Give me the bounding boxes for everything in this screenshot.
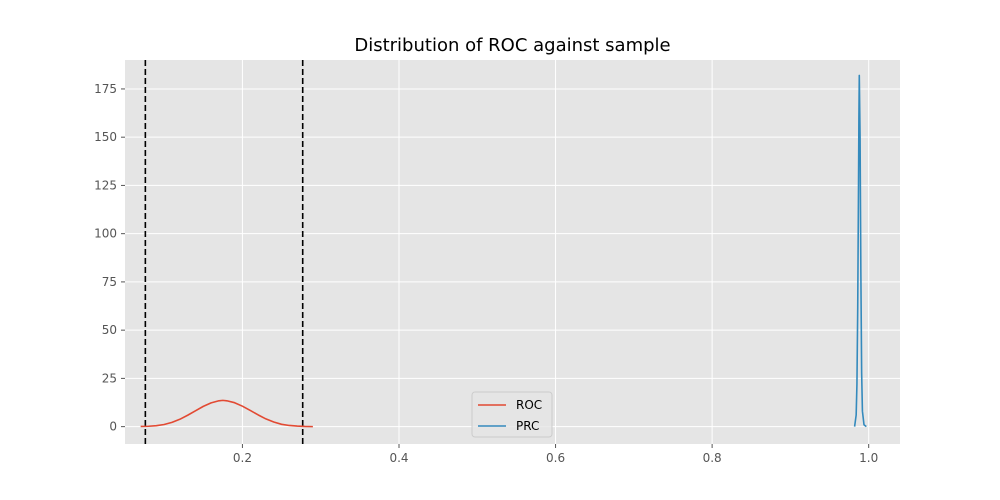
- legend-label: PRC: [516, 419, 539, 433]
- x-tick-label: 0.2: [233, 451, 252, 465]
- y-tick-label: 175: [94, 82, 117, 96]
- chart-title: Distribution of ROC against sample: [354, 35, 670, 56]
- y-tick-label: 125: [94, 178, 117, 192]
- x-axis: 0.2 0.4 0.6 0.8 1.0: [233, 444, 878, 465]
- series-lines: [140, 74, 867, 428]
- y-tick-label: 0: [109, 420, 117, 434]
- x-tick-label: 0.6: [546, 451, 565, 465]
- legend-label: ROC: [516, 398, 542, 412]
- y-tick-label: 25: [102, 371, 117, 385]
- series-line-roc: [140, 399, 313, 428]
- series-line-prc: [853, 74, 867, 428]
- plot-area: [125, 60, 900, 444]
- y-tick-label: 150: [94, 130, 117, 144]
- x-tick-label: 0.8: [703, 451, 722, 465]
- y-tick-label: 100: [94, 227, 117, 241]
- x-tick-label: 1.0: [859, 451, 878, 465]
- threshold-lines: [144, 60, 304, 444]
- x-tick-label: 0.4: [389, 451, 408, 465]
- y-axis: 0 25 50 75 100 125 150 175: [94, 82, 125, 434]
- legend: ROC PRC: [471, 391, 553, 438]
- y-tick-label: 75: [102, 275, 117, 289]
- y-tick-label: 50: [102, 323, 117, 337]
